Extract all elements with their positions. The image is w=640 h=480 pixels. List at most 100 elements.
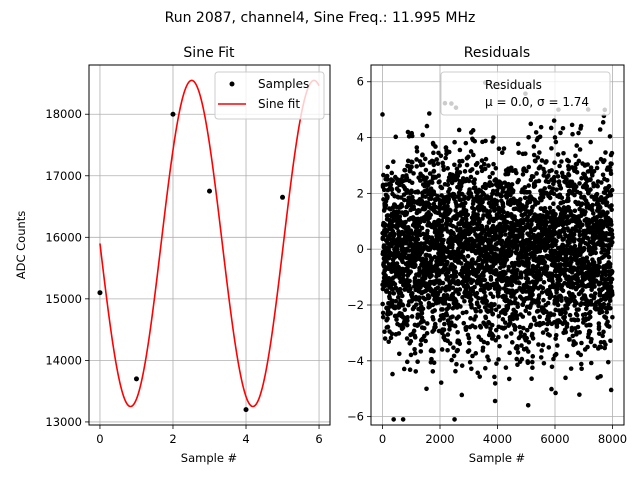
residual-point: [566, 205, 572, 210]
residual-point: [430, 369, 436, 374]
residual-point: [432, 308, 438, 313]
residuals-xtick-label: 4000: [483, 432, 512, 446]
residual-point: [411, 171, 416, 176]
legend-samples-marker: [229, 81, 235, 87]
residual-point: [384, 173, 390, 179]
residual-point: [417, 209, 422, 214]
residual-point: [455, 329, 460, 335]
residual-point: [483, 294, 488, 299]
residual-point: [477, 256, 483, 262]
residual-point: [454, 204, 459, 209]
residual-point: [574, 330, 579, 335]
residual-point: [432, 254, 438, 260]
residual-point: [483, 315, 489, 321]
residual-point: [525, 349, 531, 354]
residual-point: [606, 183, 612, 189]
residual-point: [490, 294, 496, 300]
residual-point: [523, 308, 529, 314]
residual-point: [390, 178, 396, 184]
residual-point: [418, 300, 423, 306]
residual-point: [438, 153, 444, 159]
residual-point: [412, 335, 418, 340]
residual-point: [550, 273, 555, 279]
residual-point: [495, 240, 500, 246]
residual-point: [520, 172, 526, 177]
residual-point: [605, 210, 610, 215]
residual-point: [391, 159, 396, 164]
residual-point: [431, 162, 437, 168]
residual-point: [484, 259, 489, 265]
residual-point: [591, 211, 596, 216]
residuals-ytick-label: 2: [357, 186, 364, 200]
residual-point: [520, 232, 525, 237]
residual-point: [409, 188, 414, 194]
residual-point: [509, 340, 515, 345]
residual-point: [514, 170, 519, 176]
residual-point: [468, 149, 474, 154]
residual-point: [563, 310, 568, 316]
residual-point: [609, 150, 615, 156]
residual-point: [564, 256, 570, 262]
residual-point: [412, 350, 418, 356]
residual-point: [521, 325, 526, 331]
residual-point: [553, 351, 559, 357]
residual-point: [408, 286, 413, 291]
residual-point: [389, 170, 395, 176]
sine-fit-ytick-label: 14000: [45, 353, 82, 367]
residual-point: [580, 287, 585, 293]
residual-point: [445, 203, 450, 209]
residual-point: [608, 171, 614, 177]
residual-point: [409, 159, 415, 165]
residual-point: [392, 281, 398, 287]
residual-point: [427, 171, 433, 176]
residual-point: [470, 288, 476, 294]
residual-point: [571, 232, 577, 237]
sine-fit-legend-box: [214, 71, 325, 120]
residual-point: [423, 338, 428, 344]
residual-point: [441, 167, 447, 173]
residual-point: [429, 180, 435, 185]
residual-point: [403, 219, 408, 225]
residual-point: [504, 257, 510, 262]
residual-point: [438, 380, 444, 385]
residual-point: [600, 172, 606, 178]
residuals-legend-box: [440, 71, 611, 116]
residual-point: [433, 324, 438, 330]
residual-point: [420, 162, 426, 167]
residual-point: [401, 197, 407, 203]
residual-point: [439, 233, 445, 238]
residual-point: [509, 282, 515, 288]
residual-point: [416, 223, 422, 228]
residual-point: [608, 305, 613, 311]
residual-point: [504, 219, 510, 225]
residual-point: [470, 353, 475, 359]
residual-point: [593, 250, 599, 256]
residual-point: [445, 332, 451, 337]
residual-point: [604, 309, 610, 315]
residual-point: [482, 166, 488, 172]
residual-point: [515, 350, 521, 355]
residual-point: [576, 130, 581, 136]
residual-point: [450, 285, 456, 291]
residual-point: [597, 127, 603, 132]
residual-point: [563, 253, 569, 258]
residual-point: [388, 182, 394, 187]
residual-point: [441, 333, 447, 339]
residual-point: [605, 359, 611, 365]
residual-point: [484, 324, 489, 329]
residual-point: [450, 242, 455, 248]
residual-point: [442, 321, 447, 327]
residual-point: [448, 208, 453, 213]
residual-point: [414, 149, 420, 154]
residual-point: [489, 322, 495, 328]
residual-point: [396, 304, 402, 310]
residual-point: [384, 288, 390, 293]
residual-point: [428, 212, 433, 218]
residual-point: [464, 309, 469, 315]
residual-point: [541, 297, 546, 303]
residual-point: [495, 293, 501, 299]
residual-point: [394, 176, 400, 182]
residual-point: [490, 311, 496, 317]
residual-point: [490, 188, 496, 194]
residual-point: [472, 138, 478, 144]
